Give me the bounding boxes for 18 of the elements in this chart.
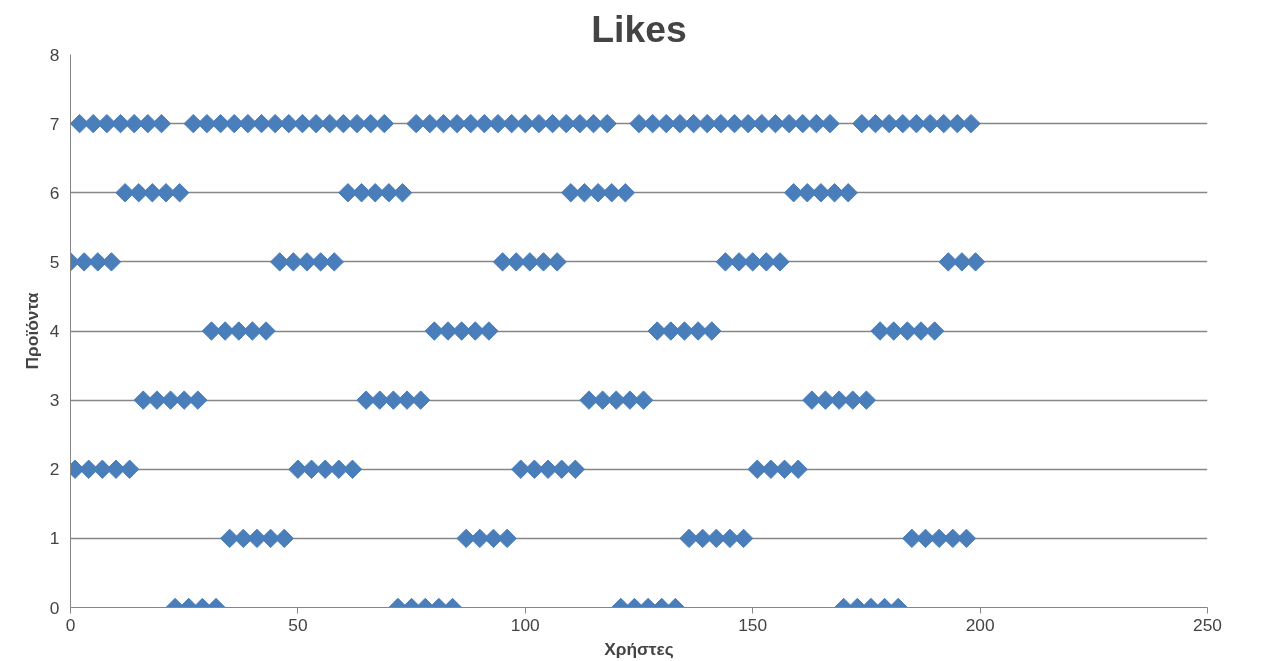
x-tick-label: 0 xyxy=(65,614,76,635)
y-tick-label: 6 xyxy=(49,182,60,203)
y-tick-label: 5 xyxy=(49,251,60,272)
x-axis-title: Χρήστες xyxy=(604,638,674,659)
y-tick-label: 2 xyxy=(49,459,60,480)
x-tick-label: 150 xyxy=(738,614,768,635)
y-tick-label: 0 xyxy=(49,597,60,618)
chart-title: Likes xyxy=(591,7,687,50)
y-tick-label: 7 xyxy=(49,113,60,134)
y-axis-title: Προϊόντα xyxy=(21,292,42,370)
y-tick-label: 1 xyxy=(49,528,60,549)
x-tick-label: 250 xyxy=(1193,614,1222,635)
x-tick-label: 100 xyxy=(510,614,540,635)
x-tick-label: 200 xyxy=(965,614,995,635)
y-tick-label: 3 xyxy=(49,390,60,411)
y-tick-label: 4 xyxy=(49,321,60,341)
y-tick-label: 8 xyxy=(49,44,60,65)
x-tick-label: 50 xyxy=(288,614,308,635)
